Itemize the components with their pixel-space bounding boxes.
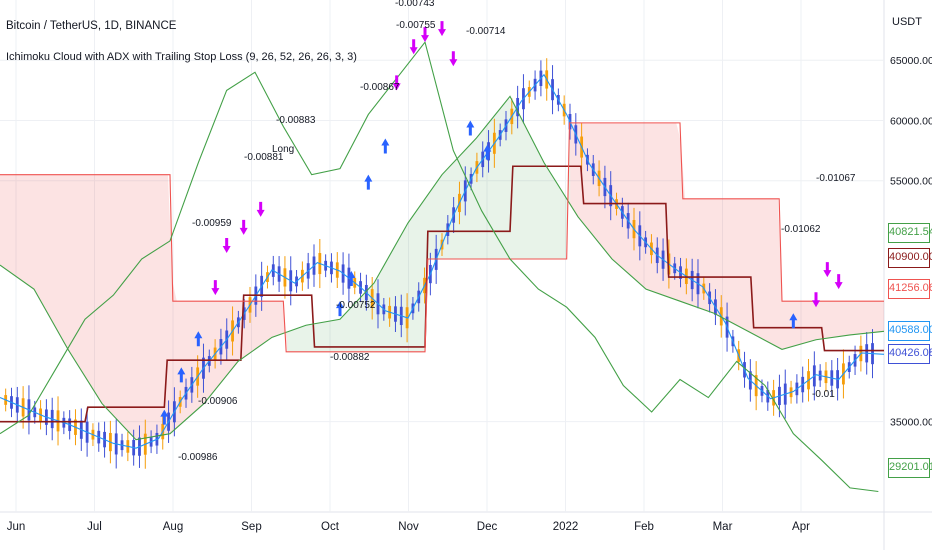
sell-arrow-13 [421, 27, 429, 43]
price-tag-3: 40588.00 [888, 321, 932, 341]
sell-arrow-14 [438, 21, 446, 37]
sell-arrow-20 [823, 262, 832, 278]
price-tag-5: 29201.01 [888, 458, 932, 478]
cloud-fill-1 [287, 98, 571, 352]
y-tick-label-1: 60000.00 [890, 115, 932, 127]
signal-label-4: -0.00714 [466, 26, 506, 37]
series-line-span-a [0, 95, 885, 441]
price-tag-2: 41256.06 [888, 279, 932, 299]
buy-arrow-10 [381, 138, 390, 154]
buy-arrow-8 [347, 271, 356, 287]
buy-arrow-2 [194, 331, 203, 347]
signal-label-12: -0.01067 [816, 173, 856, 184]
y-tick-label-2: 55000.00 [890, 176, 932, 188]
signal-label-1: Long [272, 144, 294, 155]
cloud-fill-2 [570, 122, 884, 350]
signal-label-3: -0.00755 [396, 20, 436, 31]
signal-label-11: -0.00986 [178, 452, 218, 463]
signal-label-8: -0.00882 [330, 352, 370, 363]
sell-arrow-19 [812, 292, 820, 308]
buy-arrow-18 [789, 313, 798, 329]
x-tick-label-4: Oct [321, 521, 340, 533]
x-tick-label-8: Feb [634, 521, 654, 533]
signal-label-9: -0.00752 [336, 300, 376, 311]
series-line-span-b [0, 122, 884, 353]
x-tick-label-1: Jul [87, 521, 102, 533]
x-tick-label-5: Nov [398, 521, 419, 533]
x-tick-label-0: Jun [7, 521, 26, 533]
symbol-title: Bitcoin / TetherUS, 1D, BINANCE [6, 20, 177, 32]
signal-label-10: -0.00906 [198, 396, 238, 407]
series-line-close [0, 73, 885, 449]
signal-label-7: -0.00881 [244, 152, 284, 163]
sell-arrow-3 [211, 280, 220, 296]
currency-label: USDT [892, 16, 922, 28]
y-tick-label-0: 65000.00 [890, 55, 932, 67]
sell-arrow-15 [449, 51, 458, 67]
signal-label-13: -0.01062 [781, 224, 821, 235]
series-line-kijun [0, 165, 884, 423]
sell-arrow-4 [222, 237, 231, 253]
sell-arrow-12 [409, 39, 418, 55]
buy-arrow-1 [177, 367, 186, 383]
price-tag-1: 40900.00 [888, 248, 932, 268]
buy-arrow-16 [466, 120, 475, 136]
signal-label-2: -0.00743 [395, 0, 435, 9]
buy-arrow-0 [160, 409, 169, 425]
buy-arrow-17 [483, 144, 492, 160]
signal-label-14: -0.01 [812, 389, 835, 400]
sell-arrow-5 [239, 219, 248, 235]
signal-label-5: -0.00959 [192, 218, 232, 229]
buy-arrow-7 [336, 301, 344, 317]
x-tick-label-3: Sep [241, 521, 261, 533]
price-tag-0: 40821.54 [888, 223, 932, 243]
y-tick-label-3: 35000.00 [890, 417, 932, 429]
price-tag-4: 40426.08 [888, 344, 932, 364]
sell-arrow-21 [834, 274, 843, 290]
x-tick-label-2: Aug [163, 521, 183, 533]
indicator-legend[interactable]: Ichimoku Cloud with ADX with Trailing St… [6, 51, 357, 63]
cloud-fill-0 [0, 174, 288, 440]
x-tick-label-7: 2022 [553, 521, 579, 533]
x-tick-label-9: Mar [713, 521, 733, 533]
x-tick-label-10: Apr [792, 521, 810, 533]
x-tick-label-6: Dec [477, 521, 498, 533]
series-line-lagging-span [0, 40, 879, 493]
signal-label-6: -0.00867 [360, 82, 400, 93]
signal-label-0: -0.00883 [276, 115, 316, 126]
sell-arrow-6 [256, 201, 265, 217]
sell-arrow-11 [392, 75, 401, 91]
buy-arrow-9 [364, 174, 373, 190]
